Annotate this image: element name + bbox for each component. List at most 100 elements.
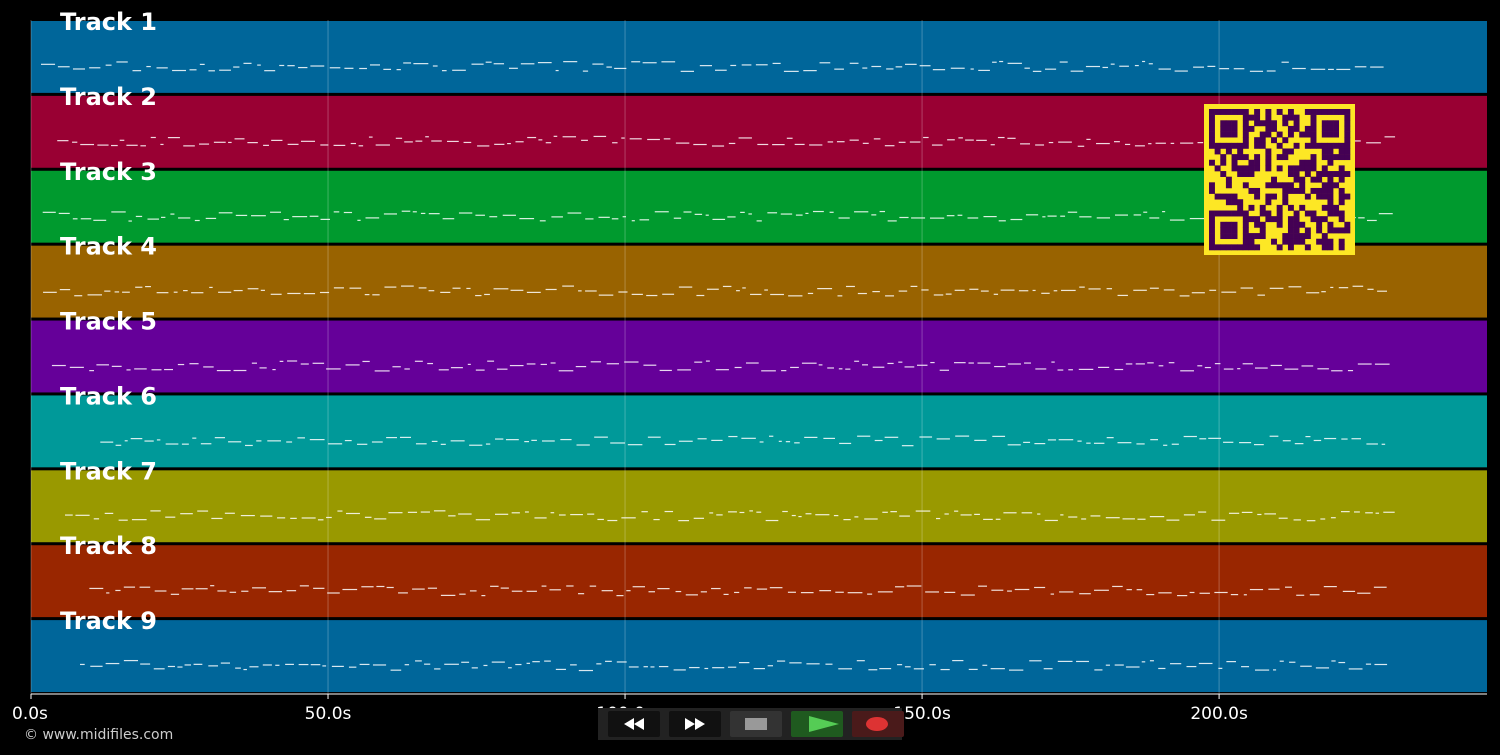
qr-cell (1287, 216, 1294, 223)
qr-cell (1299, 159, 1306, 166)
qr-cell (1248, 216, 1255, 223)
qr-cell (1276, 131, 1283, 138)
qr-cell (1259, 233, 1266, 240)
qr-cell (1220, 210, 1227, 217)
qr-cell (1259, 210, 1266, 217)
qr-cell (1242, 154, 1249, 161)
note-pattern (80, 659, 1388, 672)
track-band (31, 620, 1487, 692)
qr-cell (1209, 131, 1215, 138)
qr-cell (1276, 210, 1283, 217)
qr-cell (1299, 182, 1306, 189)
qr-cell (1271, 216, 1277, 223)
qr-cell (1259, 221, 1266, 228)
qr-cell (1231, 244, 1238, 251)
qr-cell (1220, 221, 1227, 228)
qr-cell (1304, 193, 1311, 200)
qr-cell (1276, 165, 1283, 172)
qr-cell (1265, 154, 1272, 161)
qr-cell (1282, 120, 1289, 127)
record-icon (866, 717, 888, 731)
qr-cell (1338, 154, 1345, 161)
qr-cell (1327, 227, 1334, 234)
qr-cell (1242, 210, 1249, 217)
qr-cell (1344, 227, 1351, 234)
qr-cell (1237, 109, 1244, 115)
qr-cell (1225, 120, 1232, 127)
qr-cell (1271, 193, 1277, 200)
qr-cell (1254, 216, 1261, 223)
qr-cell (1293, 187, 1300, 194)
qr-cell (1276, 142, 1283, 149)
track-label: Track 7 (60, 457, 157, 485)
track-band (31, 245, 1487, 318)
qr-cell (1338, 244, 1345, 251)
qr-cell (1209, 159, 1215, 166)
qr-cell (1304, 142, 1311, 149)
qr-cell (1248, 238, 1255, 245)
qr-cell (1254, 137, 1261, 144)
qr-cell (1248, 165, 1255, 172)
qr-cell (1327, 120, 1334, 127)
qr-cell (1333, 204, 1340, 211)
qr-cell (1276, 182, 1283, 189)
qr-cell (1237, 210, 1244, 217)
qr-cell (1287, 221, 1294, 228)
track-label: Track 1 (60, 8, 157, 36)
qr-cell (1271, 182, 1277, 189)
qr-cell (1321, 182, 1328, 189)
qr-cell (1327, 176, 1334, 183)
qr-cell (1321, 171, 1328, 177)
qr-cell (1209, 125, 1215, 132)
qr-cell (1293, 238, 1300, 245)
qr-cell (1333, 125, 1340, 132)
qr-cell (1287, 125, 1294, 132)
qr-cell (1321, 238, 1328, 245)
qr-cell (1287, 227, 1294, 234)
forward-icon (685, 718, 705, 730)
qr-cell (1321, 131, 1328, 138)
track-label: Track 3 (60, 158, 157, 186)
qr-cell (1231, 210, 1238, 217)
qr-cell (1293, 125, 1300, 132)
qr-cell (1220, 171, 1227, 177)
track-band (31, 470, 1487, 543)
qr-cell (1220, 244, 1227, 251)
qr-cell (1310, 114, 1317, 121)
track-band (31, 545, 1487, 618)
qr-cell (1338, 227, 1345, 234)
qr-cell (1237, 154, 1244, 161)
qr-cell (1242, 244, 1249, 251)
qr-cell (1287, 233, 1294, 240)
qr-cell (1293, 233, 1300, 240)
qr-cell (1282, 187, 1289, 194)
qr-cell (1316, 109, 1323, 115)
qr-cell (1293, 227, 1300, 234)
qr-cell (1293, 114, 1300, 121)
qr-cell (1344, 193, 1351, 200)
qr-cell (1259, 137, 1266, 144)
qr-cell (1321, 154, 1328, 161)
qr-cell (1316, 176, 1323, 183)
qr-cell (1333, 171, 1340, 177)
qr-cell (1265, 109, 1272, 115)
qr-cell (1220, 131, 1227, 138)
qr-cell (1265, 131, 1272, 138)
qr-cell (1220, 159, 1227, 166)
qr-cell (1338, 176, 1345, 183)
copyright: © www.midifiles.com (24, 727, 173, 743)
qr-cell (1225, 125, 1232, 132)
qr-cell (1265, 210, 1272, 217)
qr-cell (1316, 193, 1323, 200)
qr-cell (1254, 114, 1261, 121)
qr-cell (1304, 210, 1311, 217)
qr-cell (1248, 125, 1255, 132)
qr-cell (1282, 193, 1289, 200)
qr-cell (1293, 210, 1300, 217)
qr-cell (1231, 120, 1238, 127)
qr-cell (1344, 148, 1351, 155)
qr-cell (1225, 182, 1232, 189)
qr-cell (1209, 109, 1215, 115)
qr-cell (1293, 165, 1300, 172)
qr-cell (1231, 221, 1238, 228)
